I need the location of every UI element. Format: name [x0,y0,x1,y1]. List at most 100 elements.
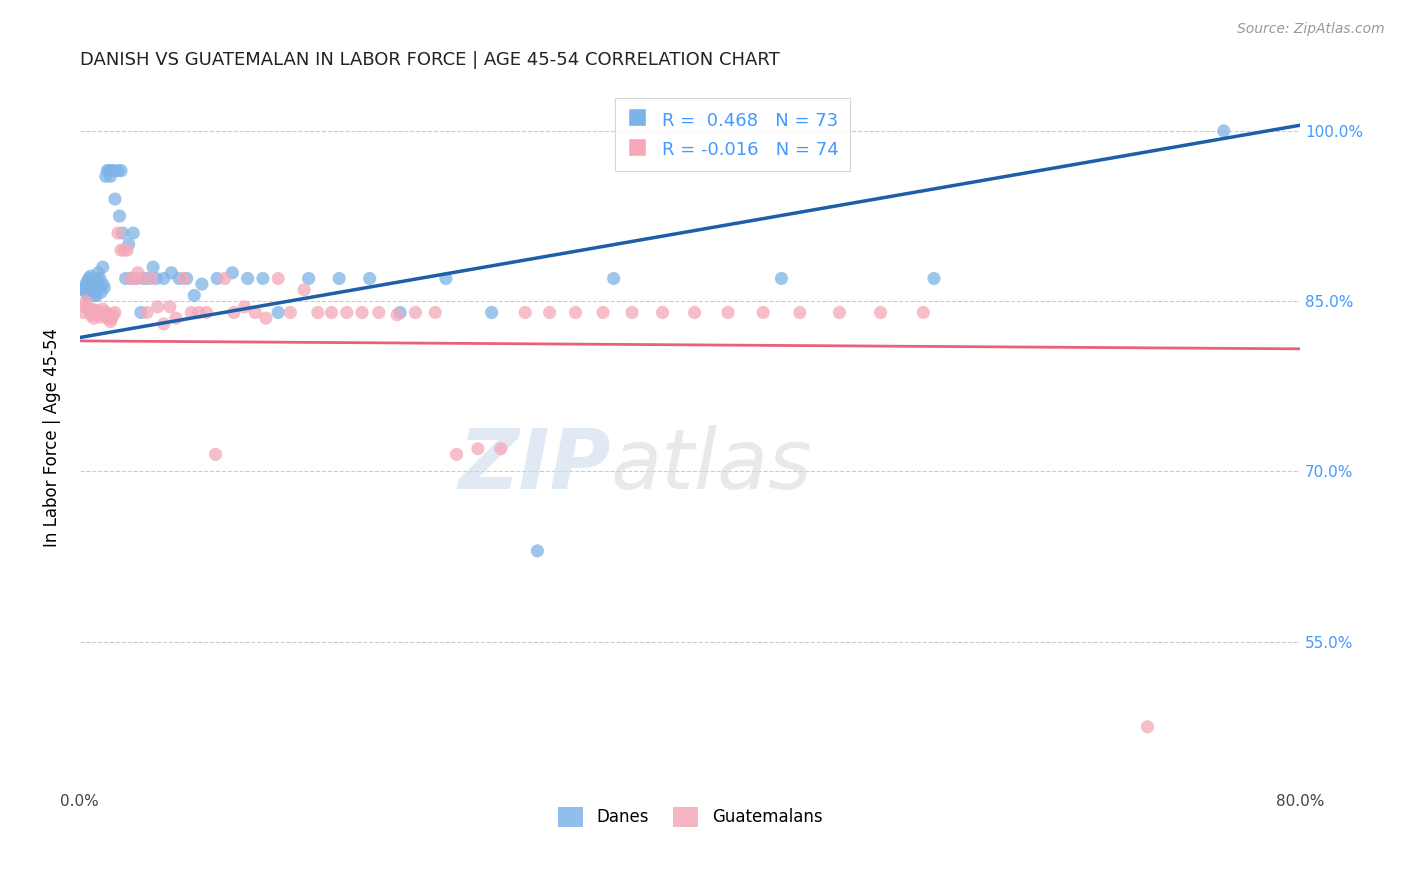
Point [467,442,489,456]
Point [77,288,100,302]
Point [142,260,165,274]
Point [176,271,198,285]
Point [292,283,315,297]
Point [107,163,129,178]
Point [83,280,105,294]
Point [165,311,187,326]
Point [73,280,96,294]
Point [204,447,226,461]
Point [111,226,134,240]
Point [76,274,98,288]
Point [93,280,115,294]
Point [425,305,447,319]
Point [389,305,412,319]
Point [191,277,214,292]
Point [359,271,381,285]
Point [77,280,100,294]
Point [97,308,120,322]
Point [122,226,145,240]
Point [434,271,457,285]
Point [93,308,115,322]
Point [114,271,136,285]
Point [76,288,98,302]
Point [180,305,202,319]
Point [79,269,101,284]
Point [481,305,503,319]
Point [115,243,138,257]
Point [152,317,174,331]
Point [89,271,111,285]
Point [127,266,149,280]
Point [97,163,120,178]
Point [87,283,110,297]
Point [91,277,114,292]
Point [87,308,110,322]
Point [80,277,103,292]
Point [307,305,329,319]
Point [80,283,103,297]
Point [526,544,548,558]
Point [80,274,103,288]
Point [90,305,112,319]
Point [72,305,94,319]
Point [183,288,205,302]
Point [160,266,183,280]
Point [84,288,107,302]
Point [76,300,98,314]
Point [1136,720,1159,734]
Point [683,305,706,319]
Point [100,169,122,184]
Point [89,310,111,324]
Point [252,271,274,285]
Legend: Danes, Guatemalans: Danes, Guatemalans [551,800,830,834]
Point [101,163,124,178]
Point [103,163,125,178]
Point [145,271,167,285]
Point [489,442,512,456]
Point [136,305,159,319]
Point [90,285,112,299]
Point [515,305,537,319]
Point [86,288,108,302]
Point [717,305,740,319]
Point [100,315,122,329]
Point [108,209,131,223]
Point [75,294,97,309]
Text: DANISH VS GUATEMALAN IN LABOR FORCE | AGE 45-54 CORRELATION CHART: DANISH VS GUATEMALAN IN LABOR FORCE | AG… [80,51,779,69]
Point [86,303,108,318]
Text: ZIP: ZIP [458,425,610,506]
Point [446,447,468,461]
Point [132,271,155,285]
Point [538,305,561,319]
Point [298,271,321,285]
Point [752,305,775,319]
Point [73,300,96,314]
Point [167,271,190,285]
Point [120,271,142,285]
Point [267,271,290,285]
Point [104,192,127,206]
Point [72,283,94,297]
Point [84,305,107,319]
Point [141,271,163,285]
Point [83,311,105,326]
Point [789,305,811,319]
Point [84,271,107,285]
Point [1212,124,1234,138]
Point [828,305,851,319]
Point [350,305,373,319]
Text: atlas: atlas [610,425,813,506]
Point [328,271,350,285]
Point [159,300,181,314]
Point [101,311,124,326]
Point [77,271,100,285]
Point [129,305,152,319]
Point [75,285,97,299]
Point [87,266,110,280]
Point [138,271,160,285]
Text: Source: ZipAtlas.com: Source: ZipAtlas.com [1237,22,1385,37]
Point [83,285,105,299]
Point [110,243,132,257]
Point [602,271,624,285]
Point [80,302,103,317]
